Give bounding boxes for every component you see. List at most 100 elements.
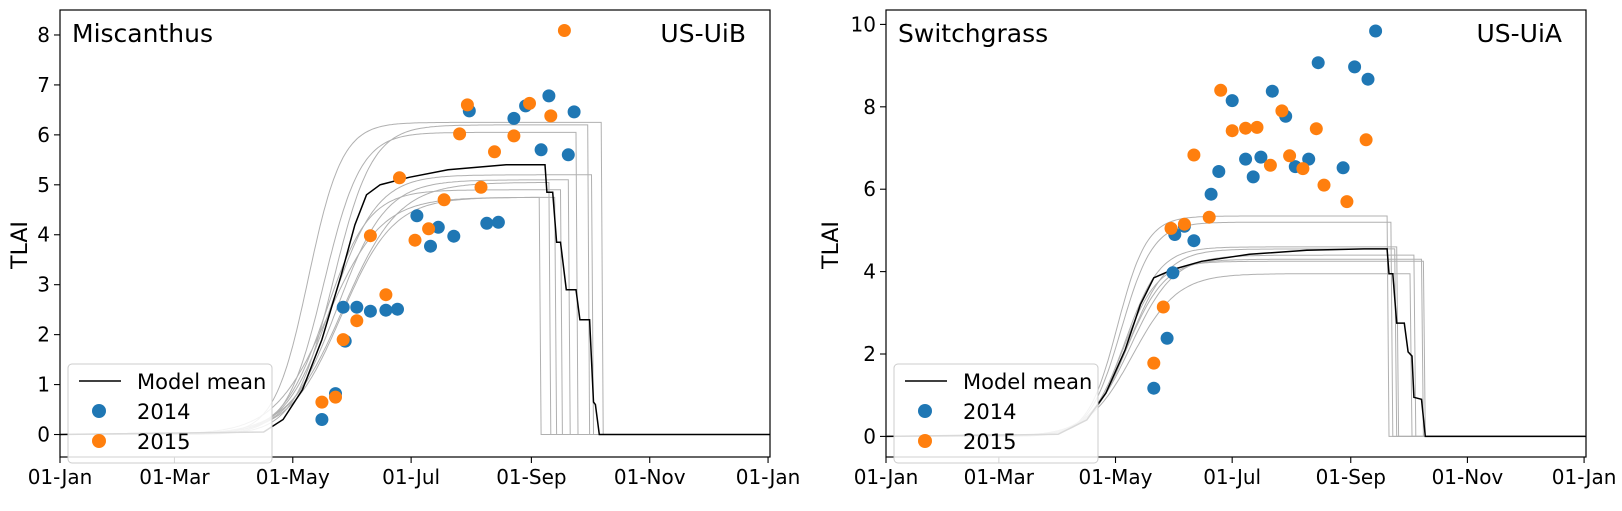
y-tick-label: 4 (863, 260, 876, 284)
site-label: US-UiB (660, 19, 746, 48)
obs-2014-point (1369, 24, 1383, 38)
legend: Model mean 2014 2015 (67, 363, 273, 464)
legend-2014-swatch (918, 404, 932, 418)
panel-title: Switchgrass (898, 19, 1048, 48)
legend-mean-label: Model mean (963, 370, 1092, 394)
obs-2014-point (1311, 56, 1325, 70)
obs-2014-point (391, 302, 404, 316)
plot-frame (59, 9, 771, 458)
y-tick-label: 1 (37, 373, 50, 397)
obs-2015-point (507, 129, 521, 143)
obs-2014-point (315, 413, 329, 426)
y-tick-label: 6 (863, 177, 876, 201)
obs-2014-point (1239, 152, 1253, 166)
x-tick-label: 01-Jan (1552, 465, 1617, 489)
obs-2014-point (1265, 84, 1279, 98)
obs-2015-point (1147, 356, 1161, 370)
obs-2014-point (1187, 234, 1201, 248)
obs-2014-point (1204, 187, 1218, 201)
plot-frame (885, 9, 1587, 458)
axes: 01-Jan 01-Mar 01-May 01-Jul 01-Sep 01-Nov 01-J… (28, 9, 801, 489)
x-tick-label: 01-Sep (1316, 465, 1386, 489)
obs-2014-point (350, 300, 364, 314)
obs-2014-point (1246, 170, 1260, 184)
legend-box (67, 363, 273, 464)
x-tick-label: 01-Nov (614, 465, 686, 489)
obs-2015-point (1309, 122, 1323, 136)
obs-2014-point (480, 216, 494, 230)
y-axis-label: TLAI (819, 221, 844, 270)
obs-2015-point (393, 171, 406, 185)
y-tick-label: 8 (37, 23, 50, 47)
obs-2015-point (1296, 162, 1310, 176)
legend-2014-label: 2014 (963, 400, 1016, 424)
obs-2015-point (422, 222, 436, 236)
x-tick-label: 01-Jan (736, 465, 801, 489)
obs-2015-point (1250, 120, 1264, 134)
obs-2015-point (1225, 124, 1239, 138)
legend-2015-label: 2015 (963, 430, 1016, 454)
obs-2014-point (491, 215, 505, 229)
legend-2014-swatch (92, 404, 106, 418)
x-tick-label: 01-Jul (382, 465, 440, 489)
obs-2014-point (1336, 161, 1350, 175)
obs-2014-point (1254, 150, 1268, 164)
obs-2014-point (1225, 94, 1239, 108)
y-tick-label: 4 (37, 223, 50, 247)
y-tick-label: 0 (863, 424, 876, 448)
legend: Model mean 2014 2015 (893, 363, 1099, 464)
site-label: US-UiA (1476, 19, 1562, 48)
x-tick-label: 01-Nov (1432, 465, 1504, 489)
y-tick-label: 0 (37, 423, 50, 447)
obs-2015-point (453, 127, 467, 141)
y-tick-label: 7 (37, 73, 50, 97)
obs-2015-point (1275, 104, 1289, 118)
obs-2015-point (315, 395, 329, 409)
obs-2015-point (437, 193, 451, 207)
x-tick-label: 01-Jan (28, 465, 93, 489)
y-tick-label: 5 (37, 173, 50, 197)
legend-2014-label: 2014 (137, 400, 190, 424)
legend-2015-swatch (918, 434, 932, 448)
obs-2015-point (1156, 300, 1170, 314)
model-mean-line (59, 164, 770, 436)
obs-2015-point (1164, 221, 1178, 235)
y-axis-label: TLAI (8, 221, 33, 270)
obs-2014-point (1212, 165, 1226, 178)
miscanthus-panel: 01-Jan 01-Mar 01-May 01-Jul 01-Sep 01-Nov 01-J… (8, 9, 801, 489)
model-mean-line (885, 248, 1586, 438)
obs-2014-point (567, 105, 581, 119)
obs-2015-point (336, 333, 350, 347)
obs-2014-point (431, 220, 445, 234)
obs-2015-point (1263, 158, 1277, 172)
obs-2015-point (408, 233, 422, 247)
obs-2015-point (488, 145, 501, 159)
y-tick-label: 2 (863, 342, 876, 366)
obs-2014-point (561, 148, 575, 162)
obs-2014-point (410, 209, 424, 223)
obs-2015-point (1359, 133, 1373, 147)
switchgrass-panel: 01-Jan 01-Mar 01-May 01-Jul 01-Sep 01-Nov 01-J… (819, 9, 1617, 489)
x-tick-label: 01-Sep (496, 465, 566, 489)
obs-2015-point (523, 96, 536, 110)
obs-2014-point (507, 111, 521, 125)
x-tick-label: 01-Jul (1203, 465, 1261, 489)
obs-2014-point (424, 239, 437, 253)
legend-box (893, 363, 1099, 464)
x-tick-label: 01-Jan (854, 465, 919, 489)
y-tick-label: 6 (37, 123, 50, 147)
panel-title: Miscanthus (72, 19, 213, 48)
obs-2015-point (1340, 195, 1354, 209)
obs-2015-point (1187, 148, 1201, 162)
y-tick-label: 10 (851, 12, 876, 36)
x-tick-label: 01-Mar (139, 465, 210, 489)
obs-2014-point (1160, 331, 1174, 345)
obs-2014-point (363, 304, 377, 318)
obs-2015-point (379, 288, 393, 302)
obs-2015-point (1202, 210, 1216, 224)
obs-2015-point (544, 109, 558, 123)
obs-2015-point (460, 98, 474, 112)
obs-2015-point (1239, 121, 1253, 135)
obs-2015-point (350, 314, 364, 328)
